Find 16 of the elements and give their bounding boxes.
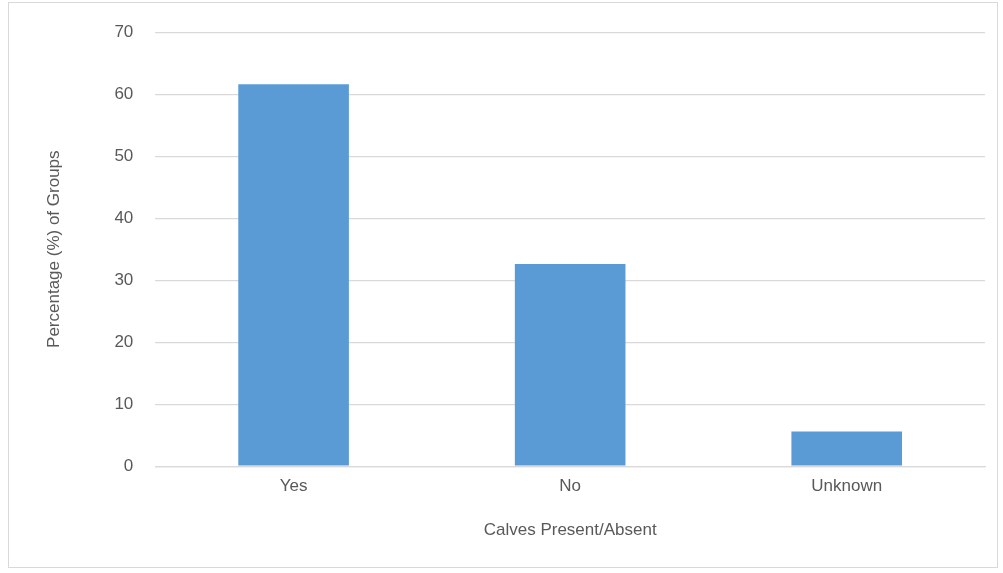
y-tick-label: 70 [114, 21, 134, 41]
y-axis-title: Percentage (%) of Groups [43, 150, 63, 348]
y-tick-label: 40 [114, 207, 134, 227]
y-tick-label: 10 [114, 393, 134, 413]
x-tick-label: No [559, 476, 582, 496]
y-tick-label: 50 [114, 145, 134, 165]
bar [238, 84, 349, 466]
bar [514, 264, 626, 466]
x-tick-label: Unknown [811, 476, 883, 496]
y-tick-label: 60 [114, 83, 134, 103]
x-axis-title: Calves Present/Absent [483, 520, 657, 540]
y-tick-label: 0 [123, 455, 134, 475]
y-tick-label: 30 [114, 269, 134, 289]
bar [791, 431, 903, 466]
x-tick-label: Yes [279, 476, 308, 496]
y-tick-label: 20 [114, 331, 134, 351]
